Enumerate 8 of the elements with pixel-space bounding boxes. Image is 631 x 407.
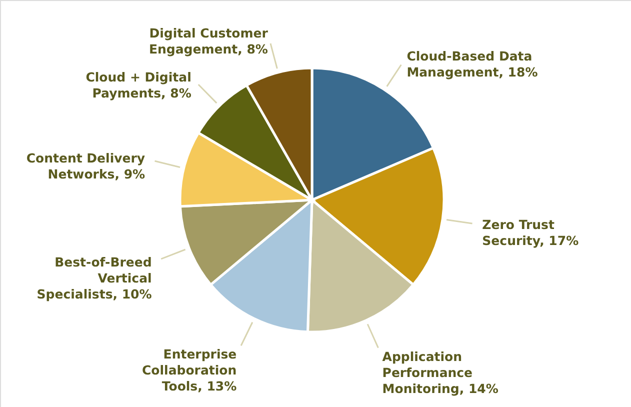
slice-label: Application Performance Monitoring, 14% bbox=[382, 348, 499, 396]
slice-label: Cloud + Digital Payments, 8% bbox=[86, 69, 192, 100]
slice-label: Content Delivery Networks, 9% bbox=[26, 150, 146, 182]
slice-label: Enterprise Collaboration Tools, 13% bbox=[142, 346, 238, 394]
slice-label: Zero Trust Security, 17% bbox=[482, 216, 580, 248]
slice-label: Digital Customer Engagement, 8% bbox=[148, 26, 269, 57]
slice-label: Cloud-Based Data Management, 18% bbox=[406, 48, 538, 80]
slice-label: Best-of-Breed Vertical Specialists, 10% bbox=[36, 254, 152, 302]
